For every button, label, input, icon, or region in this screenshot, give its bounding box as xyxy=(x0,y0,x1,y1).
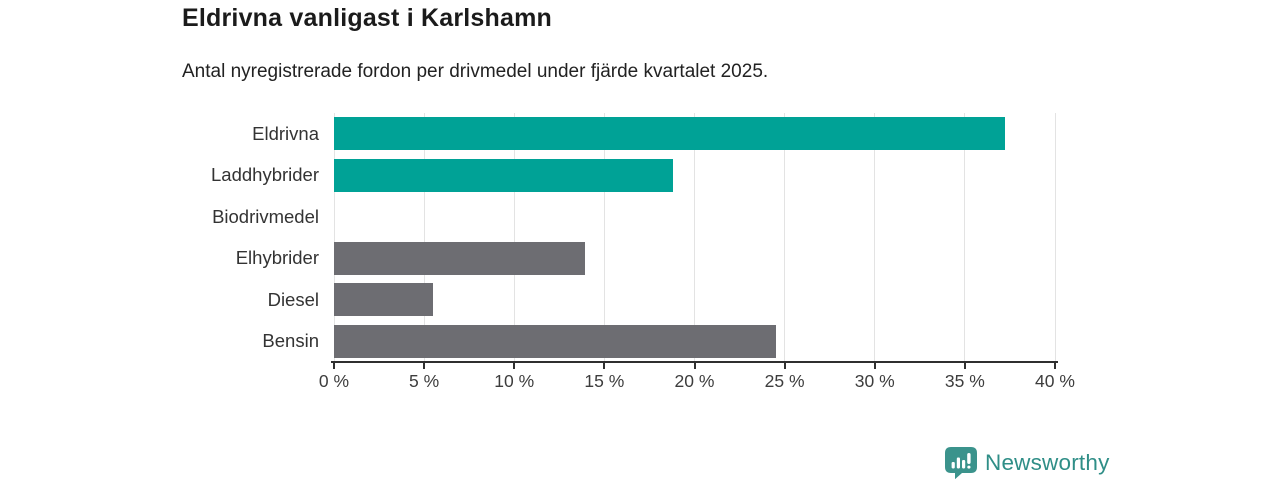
x-tick-label: 20 % xyxy=(674,371,715,391)
gridline xyxy=(1054,113,1056,362)
x-tick-label: 5 % xyxy=(409,371,440,391)
axis-tick xyxy=(603,362,606,369)
category-label-biodrivmedel: Biodrivmedel xyxy=(212,205,319,227)
category-label-eldrivna: Eldrivna xyxy=(252,122,319,144)
newsworthy-icon xyxy=(945,447,977,479)
gridline xyxy=(694,113,695,362)
axis-tick xyxy=(333,362,335,369)
x-tick-label: 10 % xyxy=(494,371,535,391)
x-tick-label: 35 % xyxy=(944,371,985,391)
category-label-diesel: Diesel xyxy=(267,288,319,310)
axis-tick xyxy=(963,362,966,369)
chart-subtitle: Antal nyregistrerade fordon per drivmede… xyxy=(182,61,769,82)
gridline xyxy=(784,113,786,362)
x-tick-label: 15 % xyxy=(584,371,625,391)
newsworthy-wordmark: Newsworthy xyxy=(985,449,1110,475)
gridline xyxy=(333,113,335,362)
gridline xyxy=(603,113,605,362)
axis-tick xyxy=(513,362,516,369)
x-tick-label: 25 % xyxy=(764,371,805,391)
bar-elhybrider xyxy=(334,241,585,275)
x-axis-tick-labels: 0 % 5 % 10 % 15 % 20 % 25 % 30 % 35 % 40 % xyxy=(319,371,1075,395)
gridline xyxy=(513,113,515,362)
y-axis-labels: Eldrivna Laddhybrider Biodrivmedel Elhybrid… xyxy=(0,113,334,362)
bar-eldrivna xyxy=(334,117,1005,151)
x-tick-label: 40 % xyxy=(1035,371,1075,391)
axis-tick xyxy=(693,362,696,369)
axis-tick xyxy=(873,362,876,369)
bar-bensin xyxy=(334,324,776,358)
chart-title: Eldrivna vanligast i Karlshamn xyxy=(182,4,553,32)
axis-tick xyxy=(1054,362,1056,369)
gridline xyxy=(874,113,876,362)
bar-laddhybrider xyxy=(334,158,673,192)
category-label-laddhybrider: Laddhybrider xyxy=(211,164,319,186)
category-label-bensin: Bensin xyxy=(262,330,319,352)
axis-tick xyxy=(423,362,426,369)
gridline xyxy=(964,113,966,362)
category-label-elhybrider: Elhybrider xyxy=(235,247,319,269)
bar-diesel xyxy=(334,283,434,317)
plot-area xyxy=(331,113,1058,369)
gridline xyxy=(423,113,425,362)
x-tick-label: 30 % xyxy=(854,371,895,391)
x-tick-label: 0 % xyxy=(318,371,350,391)
axis-tick xyxy=(783,362,786,369)
newsworthy-logo[interactable]: Newsworthy xyxy=(944,446,1110,479)
